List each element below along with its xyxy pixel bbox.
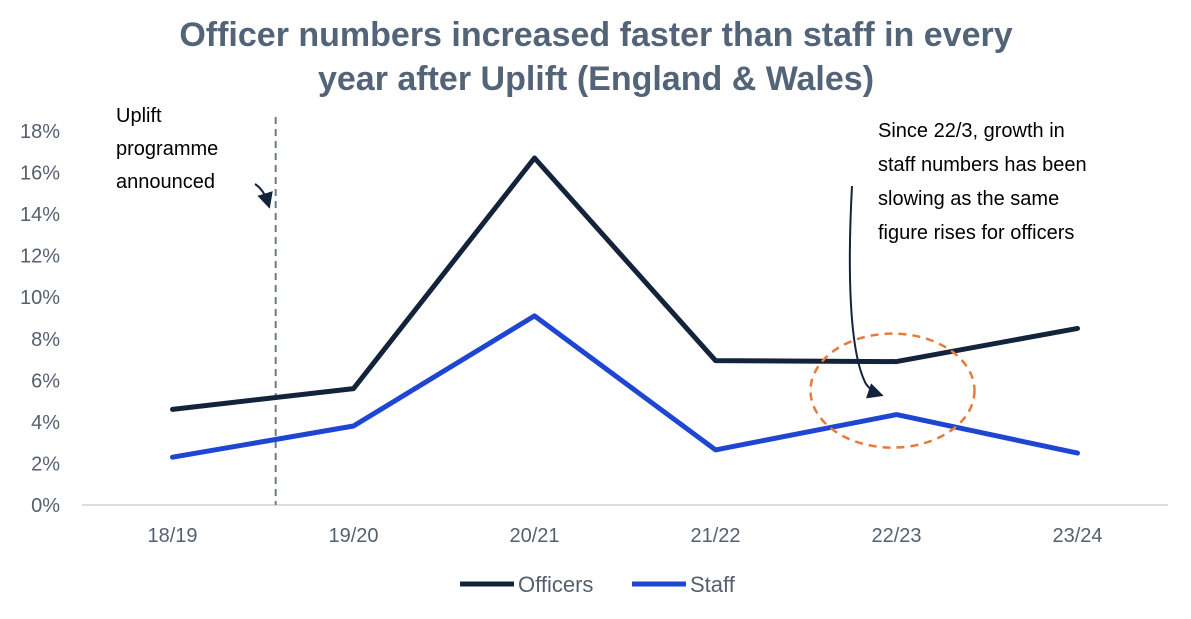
annotation-layer: Uplift programme announced Since 22/3, grow…	[116, 105, 1087, 449]
since-annotation-line: slowing as the same	[878, 188, 1059, 210]
series-line-officers	[170, 155, 1080, 412]
x-tick-label: 21/22	[690, 525, 740, 547]
since-arrow	[848, 185, 884, 399]
y-tick-label: 2%	[31, 453, 60, 475]
x-tick-label: 19/20	[328, 525, 378, 547]
y-tick-label: 8%	[31, 329, 60, 351]
uplift-annotation-line: programme	[116, 138, 218, 160]
y-tick-label: 4%	[31, 412, 60, 434]
x-tick-label: 20/21	[509, 525, 559, 547]
x-tick-label: 22/23	[871, 525, 921, 547]
since-annotation-line: staff numbers has been	[878, 154, 1087, 176]
uplift-arrow	[254, 183, 273, 209]
y-tick-label: 14%	[20, 204, 60, 226]
legend-label-officers: Officers	[518, 572, 593, 597]
y-tick-label: 0%	[31, 495, 60, 517]
y-axis: 0% 2% 4% 6% 8% 10% 12% 14% 16% 18%	[20, 121, 60, 517]
legend-label-staff: Staff	[690, 572, 736, 597]
since-annotation-line: figure rises for officers	[878, 222, 1074, 244]
y-tick-label: 12%	[20, 246, 60, 268]
y-tick-label: 18%	[20, 121, 60, 143]
uplift-annotation-line: Uplift	[116, 105, 162, 127]
x-axis: 18/19 19/20 20/21 21/22 22/23 23/24	[82, 504, 1168, 547]
y-tick-label: 16%	[20, 163, 60, 185]
x-tick-label: 18/19	[147, 525, 197, 547]
x-tick-label: 23/24	[1052, 525, 1102, 547]
y-tick-label: 6%	[31, 370, 60, 392]
highlight-ellipse	[809, 332, 976, 449]
chart-title-line-1: Officer numbers increased faster than st…	[179, 16, 1012, 54]
uplift-annotation-line: announced	[116, 171, 215, 193]
since-annotation-line: Since 22/3, growth in	[878, 120, 1065, 142]
series-line-staff	[170, 313, 1080, 460]
series-layer	[170, 155, 1080, 460]
chart-title-line-2: year after Uplift (England & Wales)	[318, 60, 874, 98]
legend: Officers Staff	[460, 572, 736, 597]
y-tick-label: 10%	[20, 287, 60, 309]
